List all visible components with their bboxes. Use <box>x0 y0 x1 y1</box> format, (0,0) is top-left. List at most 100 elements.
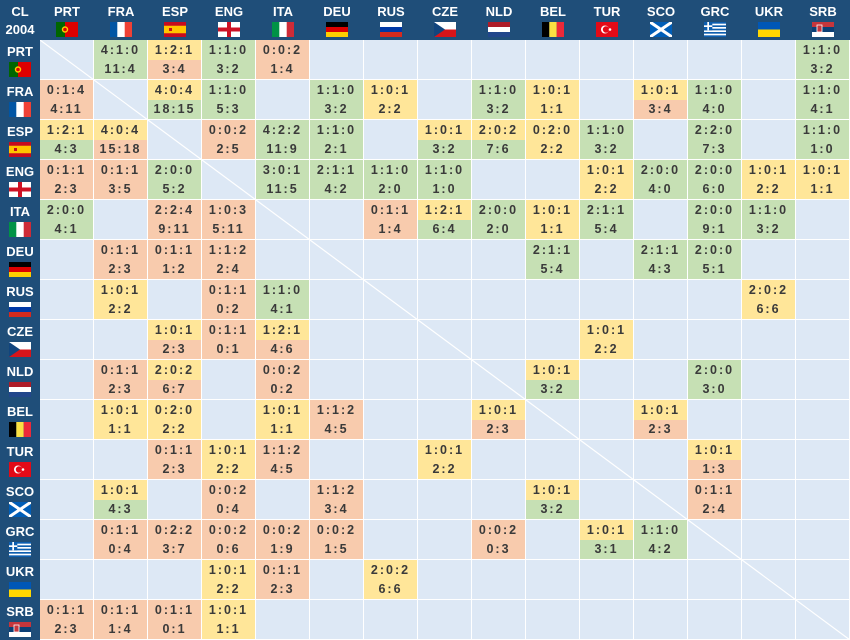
goal-score: 0:1 <box>202 339 255 359</box>
result-cell-ukr-vs-eng: 1:0:1 2:2 <box>202 560 256 600</box>
result-cell-cze-vs-srb <box>796 320 850 360</box>
result-cell-rus-vs-eng: 0:1:1 0:2 <box>202 280 256 320</box>
win-draw-loss-record: 0:1:1 <box>94 160 147 180</box>
goal-score: 6:6 <box>364 579 417 599</box>
result-cell-srb-vs-sco <box>634 600 688 640</box>
result-cell-nld-vs-sco <box>634 360 688 400</box>
result-cell-nld-vs-prt <box>40 360 94 400</box>
flag-cze-icon <box>9 341 31 357</box>
goal-score: 1:4 <box>256 59 309 79</box>
result-cell-eng-vs-sco: 2:0:0 4:0 <box>634 160 688 200</box>
win-draw-loss-record: 0:1:1 <box>688 480 741 500</box>
column-header-esp: ESP <box>148 0 202 40</box>
result-cell-bel-vs-nld: 1:0:1 2:3 <box>472 400 526 440</box>
result-cell-eng-vs-prt: 0:1:1 2:3 <box>40 160 94 200</box>
result-cell-deu-vs-tur <box>580 240 634 280</box>
win-draw-loss-record: 1:1:0 <box>202 40 255 60</box>
win-draw-loss-record: 2:0:2 <box>364 560 417 580</box>
goal-score: 1:0 <box>418 179 471 199</box>
row-header-bel: BEL <box>0 400 40 440</box>
result-cell-eng-vs-bel <box>526 160 580 200</box>
result-cell-prt-vs-ukr <box>742 40 796 80</box>
win-draw-loss-record: 2:1:1 <box>634 240 687 260</box>
goal-score: 2:3 <box>94 379 147 399</box>
goal-score: 2:2 <box>202 459 255 479</box>
row-header-fra: FRA <box>0 80 40 120</box>
result-cell-eng-vs-cze: 1:1:0 1:0 <box>418 160 472 200</box>
goal-score: 4:11 <box>40 99 93 119</box>
win-draw-loss-record: 1:0:1 <box>526 200 579 220</box>
win-draw-loss-record: 0:2:0 <box>148 400 201 420</box>
result-cell-bel-vs-srb <box>796 400 850 440</box>
result-cell-srb-vs-cze <box>418 600 472 640</box>
goal-score: 2:2 <box>148 419 201 439</box>
row-team-code: CZE <box>7 323 33 339</box>
win-draw-loss-record: 1:0:1 <box>364 80 417 100</box>
win-draw-loss-record: 1:0:1 <box>148 320 201 340</box>
result-cell-bel-vs-prt <box>40 400 94 440</box>
win-draw-loss-record: 1:0:1 <box>94 400 147 420</box>
row-team-code: ENG <box>5 163 35 179</box>
goal-score: 3:2 <box>742 219 795 239</box>
result-cell-sco-vs-grc: 0:1:1 2:4 <box>688 480 742 520</box>
result-cell-fra-vs-esp: 4:0:4 18:15 <box>148 80 202 120</box>
result-cell-sco-vs-cze <box>418 480 472 520</box>
result-cell-sco-vs-srb <box>796 480 850 520</box>
competition-label: CL <box>11 3 29 19</box>
result-cell-srb-vs-srb <box>796 600 850 640</box>
result-cell-deu-vs-ukr <box>742 240 796 280</box>
result-cell-esp-vs-tur: 1:1:0 3:2 <box>580 120 634 160</box>
result-cell-tur-vs-grc: 1:0:1 1:3 <box>688 440 742 480</box>
result-cell-nld-vs-bel: 1:0:1 3:2 <box>526 360 580 400</box>
result-cell-cze-vs-ita: 1:2:1 4:6 <box>256 320 310 360</box>
goal-score: 4:3 <box>634 259 687 279</box>
result-cell-fra-vs-sco: 1:0:1 3:4 <box>634 80 688 120</box>
goal-score: 2:2 <box>202 579 255 599</box>
column-header-bel: BEL <box>526 0 580 40</box>
goal-score: 1:1 <box>526 219 579 239</box>
win-draw-loss-record: 0:0:2 <box>202 520 255 540</box>
result-cell-srb-vs-ukr <box>742 600 796 640</box>
result-cell-eng-vs-rus: 1:1:0 2:0 <box>364 160 418 200</box>
row-header-ita: ITA <box>0 200 40 240</box>
column-team-code: BEL <box>540 3 566 19</box>
goal-score: 3:4 <box>634 99 687 119</box>
goal-score: 1:9 <box>256 539 309 559</box>
win-draw-loss-record: 0:0:2 <box>202 120 255 140</box>
result-cell-ukr-vs-deu <box>310 560 364 600</box>
result-cell-srb-vs-grc <box>688 600 742 640</box>
column-team-code: DEU <box>323 3 351 19</box>
flag-fra-icon <box>9 101 31 117</box>
win-draw-loss-record: 2:0:2 <box>472 120 525 140</box>
win-draw-loss-record: 1:0:1 <box>688 440 741 460</box>
win-draw-loss-record: 0:1:1 <box>202 280 255 300</box>
result-cell-deu-vs-cze <box>418 240 472 280</box>
win-draw-loss-record: 1:2:1 <box>256 320 309 340</box>
goal-score: 7:3 <box>688 139 741 159</box>
goal-score: 2:2 <box>364 99 417 119</box>
flag-esp-icon <box>164 21 186 37</box>
goal-score: 4:2 <box>634 539 687 559</box>
result-cell-tur-vs-tur <box>580 440 634 480</box>
goal-score: 4:2 <box>310 179 363 199</box>
win-draw-loss-record: 0:1:1 <box>40 600 93 620</box>
result-cell-bel-vs-fra: 1:0:1 1:1 <box>94 400 148 440</box>
goal-score: 4:5 <box>256 459 309 479</box>
result-cell-esp-vs-fra: 4:0:4 15:18 <box>94 120 148 160</box>
goal-score: 0:3 <box>472 539 525 559</box>
result-cell-fra-vs-ita <box>256 80 310 120</box>
result-cell-tur-vs-bel <box>526 440 580 480</box>
win-draw-loss-record: 1:0:1 <box>796 160 849 180</box>
win-draw-loss-record: 1:0:1 <box>202 440 255 460</box>
win-draw-loss-record: 1:0:1 <box>94 280 147 300</box>
result-cell-prt-vs-bel <box>526 40 580 80</box>
result-cell-grc-vs-sco: 1:1:0 4:2 <box>634 520 688 560</box>
result-cell-esp-vs-esp <box>148 120 202 160</box>
goal-score: 2:3 <box>148 459 201 479</box>
flag-ita-icon <box>9 221 31 237</box>
column-team-code: CZE <box>432 3 458 19</box>
result-cell-fra-vs-fra <box>94 80 148 120</box>
win-draw-loss-record: 1:1:2 <box>256 440 309 460</box>
result-cell-esp-vs-deu: 1:1:0 2:1 <box>310 120 364 160</box>
result-cell-ukr-vs-fra <box>94 560 148 600</box>
